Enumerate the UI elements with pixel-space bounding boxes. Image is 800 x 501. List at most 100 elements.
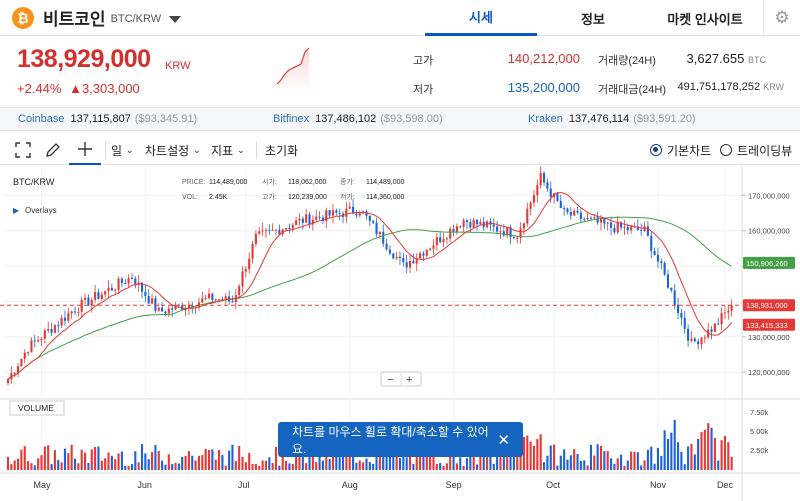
volume-bar [30, 463, 33, 470]
tradingview-radio[interactable]: 트레이딩뷰 [720, 135, 792, 165]
volume-bar [536, 439, 539, 470]
volume-bar [174, 462, 177, 470]
volume-bar [137, 462, 140, 470]
radio-unchecked-icon [720, 144, 732, 156]
candle-body [402, 257, 405, 263]
gear-icon[interactable]: ⚙ [763, 0, 800, 36]
exchange-coinbase[interactable]: Coinbase 137,115,807 ($93,345.91) [18, 113, 197, 125]
ohlc-label: VOL: [182, 194, 198, 201]
candle-body [147, 296, 150, 304]
exchange-kraken[interactable]: Kraken 137,476,114 ($93,591.20) [528, 113, 696, 125]
fullscreen-icon[interactable] [15, 135, 31, 165]
volume-bar [422, 445, 425, 470]
volume-bar [599, 445, 603, 470]
volume-bar [67, 453, 70, 470]
candle-body [372, 220, 375, 223]
candle-body [124, 282, 127, 284]
candle-body [244, 269, 247, 272]
candle-body [191, 304, 194, 308]
candle-body [94, 292, 97, 300]
candle-body [663, 263, 666, 275]
period-select[interactable]: 일 ⌄ [111, 135, 134, 165]
tab-price[interactable]: 시세 [425, 0, 537, 36]
tab-info[interactable]: 정보 [581, 11, 605, 27]
volume-bar [73, 458, 77, 470]
candle-body [727, 310, 730, 313]
volume-bar [509, 453, 512, 470]
volume-bar [388, 455, 391, 470]
pencil-icon[interactable] [45, 135, 61, 165]
candle-body [37, 340, 40, 342]
volume-bar [254, 464, 257, 470]
volume-bar [646, 449, 649, 470]
tab-market-insight[interactable]: 마켓 인사이트 [667, 11, 743, 27]
volume-bar [656, 447, 660, 470]
exchange-bitfinex[interactable]: Bitfinex 137,486,102 ($93,598.00) [273, 113, 443, 125]
volume-bar [415, 444, 418, 470]
volume-bar [563, 449, 566, 470]
candle-body [492, 224, 495, 227]
volume-bar [730, 456, 733, 470]
volume-bar [475, 464, 479, 470]
ma-long-badge: 150,906,260 [746, 259, 788, 268]
volume-bar [419, 448, 422, 470]
volume-bar [238, 446, 241, 470]
candle-body [67, 313, 70, 321]
volume-bar [221, 455, 224, 470]
high-label: 고가 [413, 55, 434, 67]
ohlc-label: PRICE: [182, 179, 205, 186]
candle-body [449, 228, 452, 239]
volume-bar [37, 458, 40, 470]
volume-bar [663, 430, 666, 470]
volume-bar [392, 451, 395, 470]
volume-bar [673, 419, 676, 470]
zoom-in-button: + [406, 374, 412, 386]
volume-bar [603, 451, 606, 470]
candle-body [311, 219, 314, 225]
divider [105, 141, 106, 159]
candle-body [596, 217, 599, 223]
candle-body [271, 229, 274, 231]
chart-settings-button[interactable]: 차트설정 ⌄ [145, 135, 201, 165]
candle-body [274, 229, 278, 231]
candle-body [408, 261, 412, 268]
close-icon[interactable]: ✕ [497, 431, 510, 449]
price-change: +2.44% ▲3,303,000 [17, 81, 140, 96]
coin-select-caret-icon[interactable] [169, 15, 182, 23]
x-tick-label: Dec [717, 480, 734, 490]
exchange-krw: 137,115,807 [70, 113, 131, 125]
volume-bar [499, 451, 502, 470]
volume-bar [191, 455, 194, 470]
candle-body [171, 308, 174, 310]
volume-bar [274, 446, 278, 470]
volume-bar [177, 463, 180, 470]
price-chart[interactable]: 170,000,000160,000,000150,000,000140,000… [0, 165, 800, 501]
coin-pair: BTC/KRW [110, 13, 162, 25]
volume-bar [271, 463, 274, 470]
volume-bar [556, 465, 559, 470]
indicators-button[interactable]: 지표 ⌄ [211, 135, 245, 165]
candle-body [378, 231, 381, 235]
candle-body [392, 253, 395, 259]
volume-bar [589, 444, 592, 470]
candle-body [30, 340, 33, 353]
candle-body [519, 228, 522, 238]
indicators-label: 지표 [211, 143, 234, 158]
candle-body [207, 293, 211, 299]
reset-button[interactable]: 초기화 [265, 143, 299, 158]
volume-bar [502, 449, 505, 470]
crosshair-icon[interactable] [69, 135, 101, 165]
candle-body [291, 225, 294, 229]
basic-chart-radio[interactable]: 기본차트 [650, 135, 711, 165]
volume-bar [445, 463, 448, 470]
candle-body [57, 325, 60, 327]
candle-body [295, 220, 298, 226]
candle-body [298, 218, 301, 221]
volume-bar [720, 440, 723, 470]
candle-body [650, 235, 653, 251]
volume-bar [432, 455, 435, 470]
ohlc-value: 118,062,000 [288, 179, 327, 186]
volume-bar [613, 463, 616, 470]
volume-bar [549, 445, 552, 470]
candle-body [666, 274, 670, 288]
